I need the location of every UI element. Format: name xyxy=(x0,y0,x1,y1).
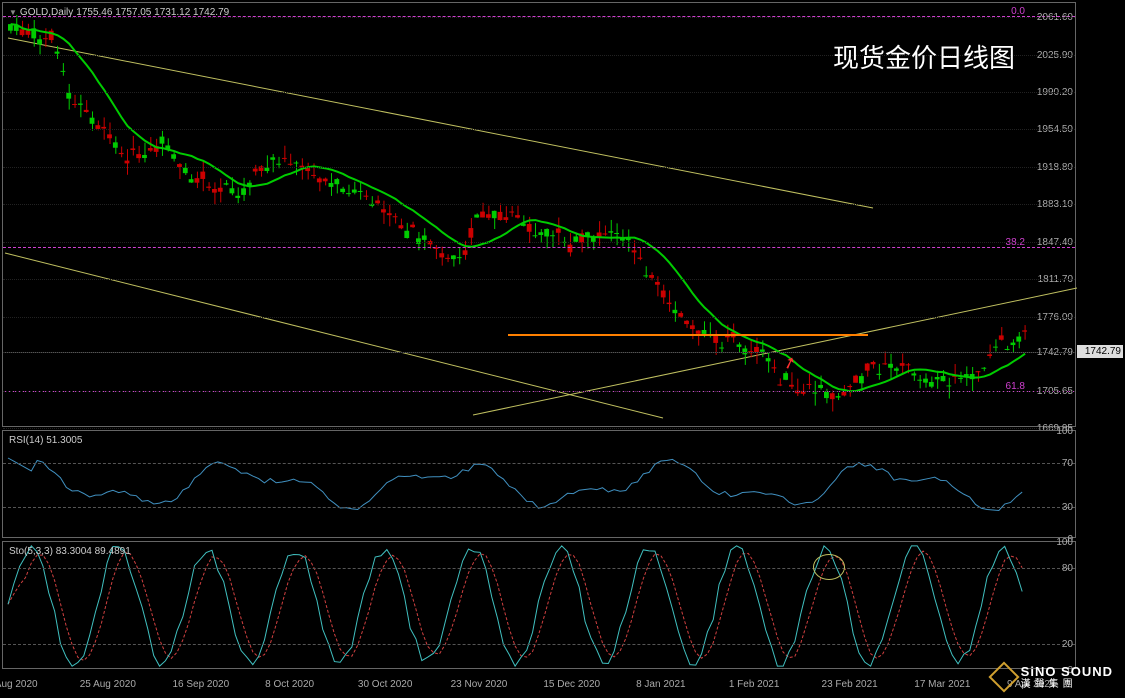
logo-main: SiNO SOUND xyxy=(1021,665,1113,679)
rsi-tick: 30 xyxy=(1028,502,1073,513)
brand-logo: SiNO SOUND 漢聲集團 xyxy=(993,665,1113,690)
chart-header: ▼ GOLD,Daily 1755.46 1757.05 1731.12 174… xyxy=(9,7,229,18)
logo-diamond-icon xyxy=(988,662,1019,693)
sto-tick: 100 xyxy=(1028,537,1073,548)
sto-y-axis: 10080200 xyxy=(1027,542,1075,668)
sto-svg xyxy=(3,542,1077,670)
fib-line xyxy=(3,247,1075,248)
fib-label: 38.2 xyxy=(1006,237,1025,248)
x-tick-label: 25 Aug 2020 xyxy=(80,679,136,690)
x-tick-label: 23 Nov 2020 xyxy=(451,679,508,690)
rsi-chart[interactable]: RSI(14) 51.3005 10070300 xyxy=(2,430,1076,538)
rsi-y-axis: 10070300 xyxy=(1027,431,1075,537)
rsi-tick: 70 xyxy=(1028,458,1073,469)
x-tick-label: 30 Oct 2020 xyxy=(358,679,412,690)
stochastic-chart[interactable]: Sto(5,3,3) 83.3004 89.4891 10080200 xyxy=(2,541,1076,669)
sto-tick: 80 xyxy=(1028,563,1073,574)
fib-label: 0.0 xyxy=(1011,6,1025,17)
symbol-label: GOLD,Daily xyxy=(20,7,73,18)
resistance-line xyxy=(508,334,868,336)
sto-label: Sto(5,3,3) 83.3004 89.4891 xyxy=(9,546,131,557)
x-tick-label: 3 Aug 2020 xyxy=(0,679,38,690)
chart-title: 现货金价日线图 xyxy=(833,38,1015,75)
x-tick-label: 15 Dec 2020 xyxy=(543,679,600,690)
main-price-chart[interactable]: ▼ GOLD,Daily 1755.46 1757.05 1731.12 174… xyxy=(2,2,1076,427)
x-axis: 3 Aug 2020 25 Aug 2020 16 Sep 2020 8 Oct 20… xyxy=(2,670,1076,695)
rsi-label: RSI(14) 51.3005 xyxy=(9,435,82,446)
logo-sub: 漢聲集團 xyxy=(1021,679,1113,690)
rsi-svg xyxy=(3,431,1077,539)
x-tick-label: 17 Mar 2021 xyxy=(914,679,970,690)
x-tick-label: 1 Feb 2021 xyxy=(729,679,780,690)
sto-tick: 20 xyxy=(1028,639,1073,650)
dropdown-icon[interactable]: ▼ xyxy=(9,8,17,17)
rsi-tick: 100 xyxy=(1028,426,1073,437)
x-tick-label: 16 Sep 2020 xyxy=(172,679,229,690)
main-y-axis: 2061.602025.901990.201954.501918.801883.… xyxy=(1027,3,1075,426)
x-tick-label: 8 Oct 2020 xyxy=(265,679,314,690)
ohlc-label: 1755.46 1757.05 1731.12 1742.79 xyxy=(76,7,229,18)
current-price-tag: 1742.79 xyxy=(1077,345,1123,358)
x-tick-label: 23 Feb 2021 xyxy=(822,679,878,690)
x-tick-label: 8 Jan 2021 xyxy=(636,679,686,690)
ellipse-annotation xyxy=(813,554,845,580)
